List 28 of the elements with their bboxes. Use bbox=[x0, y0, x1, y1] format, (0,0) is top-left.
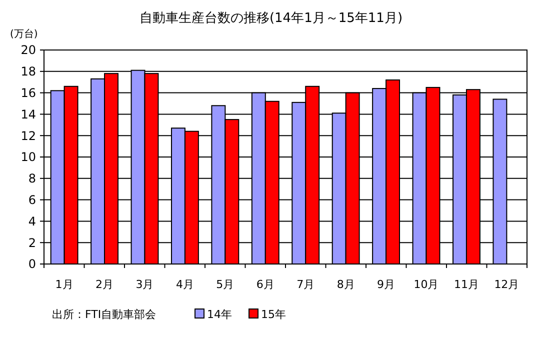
y-tick-label: 4 bbox=[28, 214, 36, 228]
y-tick-label: 18 bbox=[20, 64, 36, 79]
x-tick-label: 1月 bbox=[55, 278, 74, 291]
y-tick-label: 12 bbox=[20, 128, 36, 143]
y-tick-label: 16 bbox=[20, 86, 36, 100]
x-tick-label: 5月 bbox=[216, 278, 234, 291]
y-tick-label: 0 bbox=[28, 257, 36, 272]
x-tick-label: 7月 bbox=[296, 278, 315, 291]
x-tick-label: 4月 bbox=[176, 278, 194, 291]
x-tick-label: 6月 bbox=[256, 278, 274, 291]
x-tick-label: 10月 bbox=[414, 278, 439, 291]
y-tick-label: 6 bbox=[28, 193, 36, 207]
x-tick-label: 2月 bbox=[96, 278, 114, 291]
y-axis-title: (万台) bbox=[10, 28, 38, 40]
x-tick-label: 12月 bbox=[494, 278, 520, 291]
legend-label: 14年 bbox=[207, 308, 232, 321]
x-tick-label: 11月 bbox=[454, 278, 479, 291]
x-tick-label: 9月 bbox=[377, 278, 396, 291]
chart-title: 自動車生産台数の推移(14年1月～15年11月) bbox=[139, 10, 403, 26]
y-tick-label: 8 bbox=[28, 172, 36, 186]
text: 出所：FTI自動車部会 bbox=[52, 308, 156, 321]
x-tick-label: 3月 bbox=[136, 278, 154, 291]
y-tick-label: 10 bbox=[20, 150, 36, 164]
y-tick-label: 2 bbox=[28, 236, 36, 250]
x-tick-label: 8月 bbox=[336, 278, 355, 291]
y-tick-label: 14 bbox=[20, 107, 36, 122]
legend-label: 15年 bbox=[261, 308, 286, 321]
y-tick-label: 20 bbox=[20, 43, 36, 58]
